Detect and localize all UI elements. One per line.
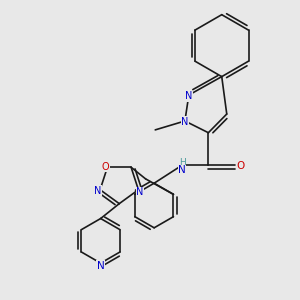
Text: N: N (97, 261, 104, 271)
Text: H: H (179, 158, 185, 167)
Text: N: N (94, 186, 101, 196)
Text: O: O (102, 162, 110, 172)
Text: N: N (136, 188, 144, 197)
Text: O: O (236, 161, 244, 171)
Text: N: N (178, 165, 186, 175)
Text: N: N (185, 91, 193, 101)
Text: N: N (181, 117, 189, 127)
